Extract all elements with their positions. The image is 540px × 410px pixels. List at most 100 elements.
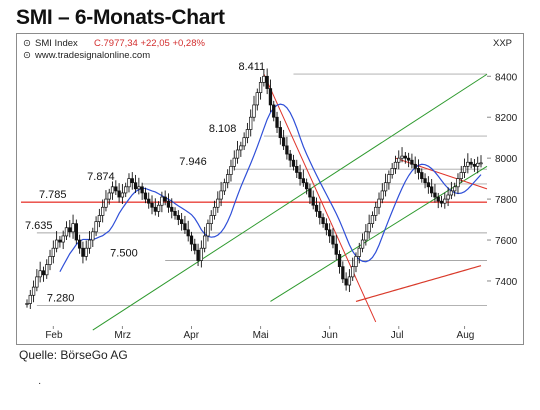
candle-body (127, 178, 131, 188)
level-label: 7.874 (87, 171, 115, 183)
candle-body (87, 239, 92, 249)
trend-line-green (92, 73, 488, 331)
candle-body (117, 190, 121, 198)
candle-body (170, 206, 174, 212)
candle-body (94, 221, 98, 233)
candle-body (176, 215, 180, 220)
x-tick-label: Feb (45, 330, 63, 341)
candle-body (383, 182, 388, 192)
candle-body (74, 223, 78, 241)
page-title: SMI – 6-Monats-Chart (16, 6, 225, 29)
candle-body (462, 165, 467, 173)
candle-body (222, 182, 227, 192)
candle-body (459, 172, 463, 179)
candle-body (104, 198, 108, 208)
candle-body (393, 161, 398, 169)
candle-body (281, 137, 286, 147)
candle-body (160, 196, 164, 206)
candle-body (406, 157, 411, 161)
candle-body (288, 153, 292, 161)
candle-body (390, 168, 394, 175)
candle-body (140, 186, 144, 194)
candle-body (156, 204, 161, 212)
currency-label: XXP (493, 38, 512, 49)
candle-body (426, 182, 431, 188)
candle-body (77, 239, 82, 249)
candle-body (107, 192, 111, 200)
candle-body (226, 174, 230, 184)
candle-body (212, 206, 217, 216)
y-tick-label: 7600 (495, 236, 518, 247)
candle-body (45, 264, 49, 276)
candle-body (150, 202, 154, 208)
candle-body (423, 178, 427, 184)
candle-body (446, 194, 450, 200)
candle-body (387, 174, 391, 184)
candle-body (71, 223, 75, 233)
candle-body (466, 161, 470, 167)
x-tick-label: Jul (391, 330, 404, 341)
candle-body (91, 231, 95, 241)
candle-body (314, 204, 319, 212)
candle-body (54, 239, 59, 249)
symbol-name: SMI Index (35, 38, 78, 49)
candle-body (403, 155, 407, 159)
level-label: 7.635 (25, 220, 53, 232)
candle-body (344, 278, 348, 286)
candle-body (341, 266, 345, 280)
candle-body (410, 159, 414, 165)
candle-body (51, 247, 55, 257)
candle-body (68, 227, 72, 233)
candle-body (420, 172, 424, 179)
website-icon: ⊙ (23, 50, 31, 61)
candle-body (291, 159, 296, 167)
candle-body (41, 270, 46, 276)
candle-body (456, 178, 460, 188)
candle-body (377, 198, 381, 208)
candle-body (301, 178, 305, 184)
candle-body (193, 243, 197, 251)
candle-body (295, 165, 299, 173)
candle-body (430, 186, 434, 194)
candle-body (472, 163, 477, 167)
candle-body (196, 249, 200, 261)
candle-body (278, 127, 282, 139)
website-label: www.tradesignalonline.com (34, 50, 150, 61)
candle-body (285, 145, 289, 155)
chart-labels: 8400 8200 8000 7800 7600 7400 Feb Mrz Apr Mai Jun J… (25, 61, 518, 341)
candle-body (133, 182, 138, 190)
candle-body (265, 75, 269, 89)
level-label: 7.500 (110, 248, 138, 260)
candle-body (58, 239, 62, 243)
candle-body (124, 186, 128, 194)
trend-line-red (263, 73, 377, 323)
candle-body (258, 82, 263, 94)
candle-body (186, 229, 190, 237)
candle-body (179, 219, 184, 225)
level-label: 8.411 (238, 61, 265, 73)
candle-body (453, 186, 457, 192)
candle-body (357, 247, 361, 257)
candle-body (367, 223, 371, 233)
candle-body (229, 165, 233, 175)
candle-body (114, 186, 118, 192)
moving-averages (59, 103, 482, 303)
candle-body (364, 231, 368, 241)
candle-body (400, 155, 404, 159)
candles (25, 68, 483, 310)
symbol-icon: ⊙ (23, 38, 31, 49)
chart-header: ⊙ SMI Index C.7977,34 +22,05 +0,28% ⊙ ww… (23, 38, 512, 61)
y-tick-label: 7400 (495, 277, 518, 288)
candle-body (416, 168, 421, 173)
candle-body (232, 157, 236, 167)
candle-body (331, 235, 335, 245)
candle-body (347, 276, 352, 286)
x-tick-label: Mrz (114, 330, 131, 341)
candle-body (433, 192, 437, 198)
source-caption: Quelle: BörseGo AG (19, 348, 128, 362)
footnote-mark: · (38, 378, 42, 389)
candle-body (328, 229, 332, 237)
candle-body (239, 145, 243, 151)
x-tick-label: Mai (253, 330, 269, 341)
candle-body (28, 294, 32, 304)
